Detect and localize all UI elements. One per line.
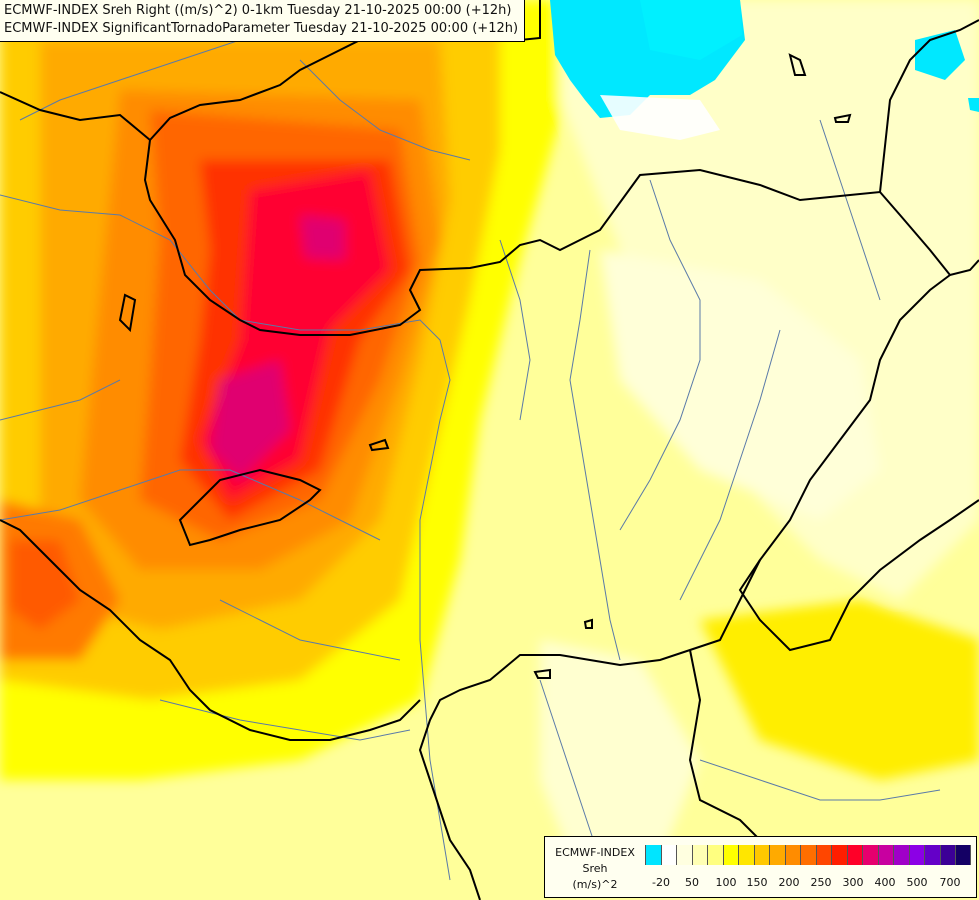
legend-swatch — [645, 845, 661, 865]
legend-swatch — [846, 845, 862, 865]
legend-swatch — [784, 845, 800, 865]
legend-source: ECMWF-INDEX — [555, 846, 635, 859]
chart-title-box: ECMWF-INDEX Sreh Right ((m/s)^2) 0-1km T… — [0, 0, 526, 42]
title-line-2: ECMWF-INDEX SignificantTornadoParameter … — [4, 21, 519, 36]
legend-swatch — [660, 845, 676, 865]
legend-variable: Sreh — [582, 862, 608, 875]
legend-tick-label: 150 — [746, 876, 768, 889]
legend-swatch — [831, 845, 847, 865]
legend-swatch — [815, 845, 831, 865]
legend-swatch — [753, 845, 769, 865]
legend-swatch — [769, 845, 785, 865]
legend-tick-label: 50 — [685, 876, 699, 889]
legend-swatch — [676, 845, 692, 865]
legend-swatch — [800, 845, 816, 865]
legend-tick-label: 700 — [939, 876, 961, 889]
legend-swatch — [877, 845, 893, 865]
legend-swatch — [707, 845, 723, 865]
legend-swatch — [893, 845, 909, 865]
legend-tick-label: 300 — [842, 876, 864, 889]
legend-swatch — [924, 845, 940, 865]
legend-swatch — [722, 845, 738, 865]
legend-swatch — [939, 845, 955, 865]
legend-tick-label: -20 — [652, 876, 670, 889]
legend-tick-label: 250 — [810, 876, 832, 889]
color-legend: ECMWF-INDEX Sreh (m/s)^2 -20 50 100 150 200 2… — [544, 836, 977, 898]
legend-tick-label: 500 — [906, 876, 928, 889]
legend-swatches — [645, 845, 971, 865]
legend-swatch — [908, 845, 924, 865]
legend-swatch — [691, 845, 707, 865]
legend-unit: (m/s)^2 — [572, 878, 618, 891]
title-line-1: ECMWF-INDEX Sreh Right ((m/s)^2) 0-1km T… — [4, 3, 512, 18]
legend-tick-label: 200 — [778, 876, 800, 889]
legend-swatch — [738, 845, 754, 865]
legend-swatch — [862, 845, 878, 865]
legend-tick-label: 100 — [715, 876, 737, 889]
legend-tick-label: 400 — [874, 876, 896, 889]
legend-swatch — [955, 845, 971, 865]
